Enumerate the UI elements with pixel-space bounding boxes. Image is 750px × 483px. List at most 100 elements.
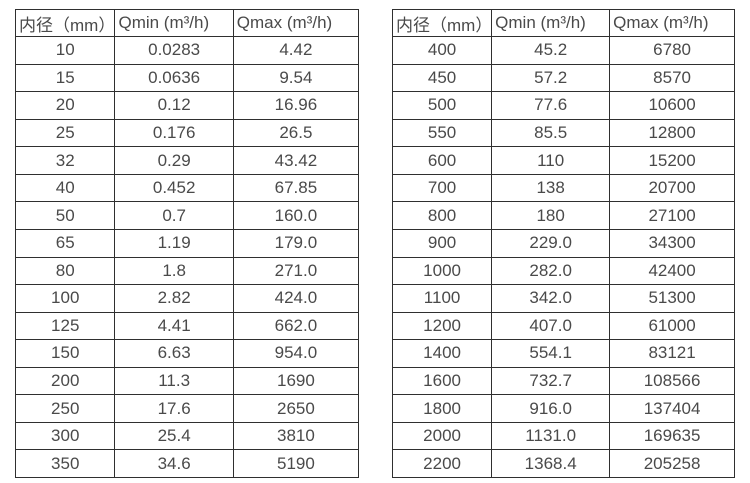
table-row: 20 0.12 16.96 [14,91,360,120]
table-row: 150 6.63 954.0 [14,339,360,368]
cell-qmin: 85.5 [491,118,611,148]
column-header-diameter: 内径（mm） [14,9,116,37]
column-header-qmin: Qmin (m³/h) [491,9,611,37]
cell-qmin: 45.2 [491,36,611,65]
cell-qmin: 732.7 [491,366,611,396]
cell-diameter: 600 [391,146,493,175]
cell-qmin: 342.0 [491,284,611,313]
column-header-qmax: Qmax (m³/h) [609,9,735,37]
table-row: 200 11.3 1690 [14,366,360,396]
cell-qmin: 25.4 [114,421,234,451]
cell-qmax: 3810 [232,421,360,451]
table-row: 700 138 20700 [391,173,735,203]
cell-qmin: 1.8 [114,256,234,286]
cell-qmax: 954.0 [232,339,360,368]
table-row: 65 1.19 179.0 [14,228,360,258]
cell-qmax: 16.96 [232,91,360,120]
cell-diameter: 550 [391,118,493,148]
cell-diameter: 2000 [391,421,493,451]
cell-diameter: 1400 [391,339,493,368]
cell-diameter: 80 [14,256,116,286]
cell-diameter: 1200 [391,311,493,341]
cell-diameter: 25 [14,118,116,148]
table-row: 2200 1368.4 205258 [391,449,735,478]
cell-diameter: 125 [14,311,116,341]
table-row: 250 17.6 2650 [14,394,360,423]
table-row: 10 0.0283 4.42 [14,36,360,65]
cell-qmin: 110 [491,146,611,175]
table-row: 900 229.0 34300 [391,228,735,258]
cell-diameter: 450 [391,63,493,93]
cell-qmin: 1368.4 [491,449,611,478]
cell-qmin: 0.29 [114,146,234,175]
table-row: 1000 282.0 42400 [391,256,735,286]
table-row: 1600 732.7 108566 [391,366,735,396]
cell-qmax: 271.0 [232,256,360,286]
cell-qmin: 1.19 [114,228,234,258]
cell-diameter: 32 [14,146,116,175]
cell-qmin: 57.2 [491,63,611,93]
cell-qmin: 0.0636 [114,63,234,93]
table-row: 80 1.8 271.0 [14,256,360,286]
cell-qmax: 27100 [609,201,735,230]
cell-qmax: 51300 [609,284,735,313]
table-row: 25 0.176 26.5 [14,118,360,148]
cell-qmin: 138 [491,173,611,203]
cell-qmin: 0.452 [114,173,234,203]
cell-qmax: 108566 [609,366,735,396]
cell-qmax: 8570 [609,63,735,93]
cell-qmax: 9.54 [232,63,360,93]
table-row: 100 2.82 424.0 [14,284,360,313]
cell-qmin: 2.82 [114,284,234,313]
cell-qmax: 1690 [232,366,360,396]
cell-diameter: 1000 [391,256,493,286]
cell-qmax: 26.5 [232,118,360,148]
cell-diameter: 1100 [391,284,493,313]
table-row: 600 110 15200 [391,146,735,175]
column-header-diameter: 内径（mm） [391,9,493,37]
cell-diameter: 50 [14,201,116,230]
cell-qmin: 17.6 [114,394,234,423]
cell-qmax: 662.0 [232,311,360,341]
header-row: 内径（mm） Qmin (m³/h) Qmax (m³/h) [391,9,735,37]
cell-qmax: 160.0 [232,201,360,230]
table-row: 125 4.41 662.0 [14,311,360,341]
cell-diameter: 2200 [391,449,493,478]
cell-diameter: 1800 [391,394,493,423]
table-row: 50 0.7 160.0 [14,201,360,230]
flow-rate-table-small-diameters: 内径（mm） Qmin (m³/h) Qmax (m³/h) 10 0.0283 4.42… [14,9,360,478]
cell-qmax: 169635 [609,421,735,451]
column-header-qmin: Qmin (m³/h) [114,9,234,37]
table-row: 400 45.2 6780 [391,36,735,65]
table-row: 15 0.0636 9.54 [14,63,360,93]
cell-diameter: 900 [391,228,493,258]
cell-qmax: 67.85 [232,173,360,203]
flow-rate-table-large-diameters: 内径（mm） Qmin (m³/h) Qmax (m³/h) 400 45.2 6780 4… [391,9,735,478]
cell-qmax: 2650 [232,394,360,423]
cell-diameter: 10 [14,36,116,65]
table-row: 350 34.6 5190 [14,449,360,478]
cell-qmin: 282.0 [491,256,611,286]
cell-qmin: 0.176 [114,118,234,148]
cell-diameter: 350 [14,449,116,478]
cell-qmin: 180 [491,201,611,230]
cell-qmin: 4.41 [114,311,234,341]
cell-qmax: 5190 [232,449,360,478]
cell-diameter: 100 [14,284,116,313]
cell-qmin: 77.6 [491,91,611,120]
cell-diameter: 40 [14,173,116,203]
cell-diameter: 500 [391,91,493,120]
cell-diameter: 65 [14,228,116,258]
cell-diameter: 200 [14,366,116,396]
table-row: 1200 407.0 61000 [391,311,735,341]
cell-diameter: 800 [391,201,493,230]
cell-qmax: 179.0 [232,228,360,258]
cell-diameter: 15 [14,63,116,93]
cell-qmin: 916.0 [491,394,611,423]
table-row: 1100 342.0 51300 [391,284,735,313]
cell-qmax: 83121 [609,339,735,368]
cell-qmin: 229.0 [491,228,611,258]
cell-diameter: 20 [14,91,116,120]
cell-diameter: 150 [14,339,116,368]
